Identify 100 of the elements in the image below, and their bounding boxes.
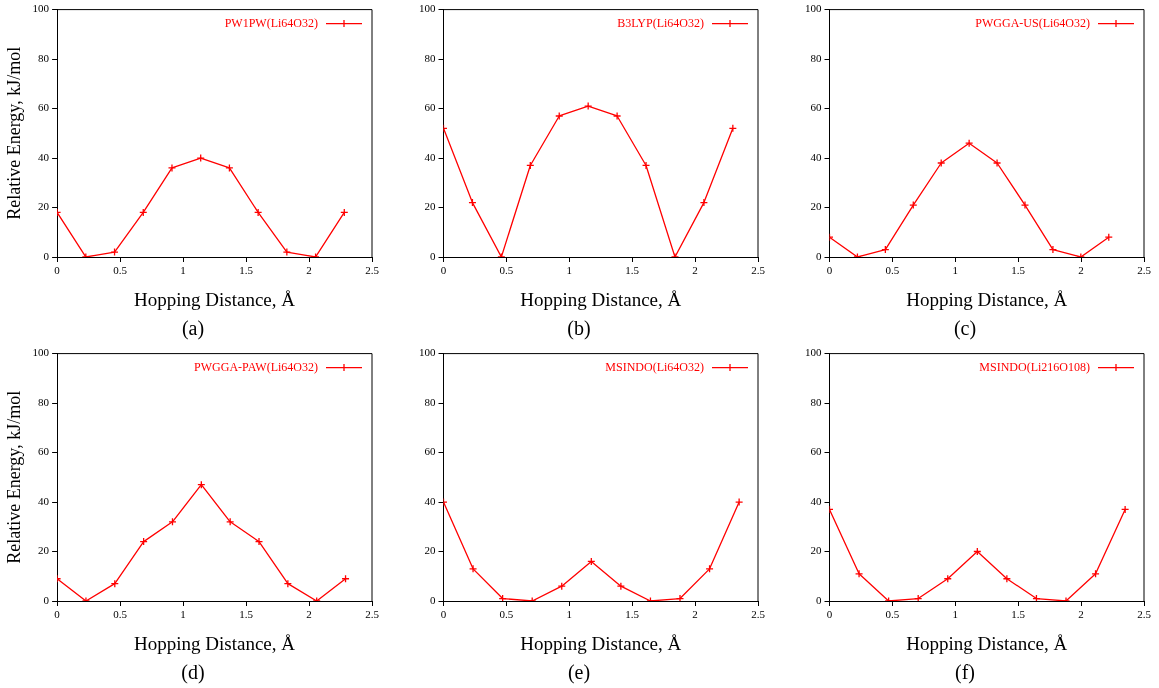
point [555,111,564,121]
x-tick-label: 1.5 [1011,264,1026,277]
x-tick-label: 0.5 [113,608,128,621]
point [675,594,685,601]
x-tick-label: 2 [306,264,312,277]
x-tick-label: 1.5 [239,608,254,621]
y-tick-label: 100 [419,346,436,359]
point [641,161,651,170]
x-tick-label: 1 [952,608,959,621]
y-tick-label: 40 [810,150,822,163]
y-tick-label: 40 [38,150,50,163]
text: (d) [180,660,206,684]
legend-label: PWGGA-US(Li64O32) [975,15,1090,30]
legend-label: PW1PW(Li64O32) [224,15,319,30]
legend-label: MSINDO(Li64O32) [605,359,705,374]
x-axis-title: Hopping Distance, Å [906,632,1068,654]
x-tick-label: 2 [1078,608,1084,621]
x-tick-label: 0.5 [885,264,900,277]
y-tick-label: 60 [810,101,822,114]
y-tick-label: 0 [816,249,822,262]
point [612,111,622,121]
y-tick-label: 80 [810,395,822,408]
y-tick-label: 40 [38,494,50,507]
x-tick-label: 2 [306,608,312,621]
y-tick-label: 80 [424,395,436,408]
x-tick-label: 0 [440,608,447,621]
y-tick-label: 100 [419,2,436,15]
x-tick-label: 1.5 [625,608,640,621]
y-tick-label: 80 [38,51,50,64]
point [1048,245,1058,254]
y-tick-label: 100 [805,2,822,15]
y-tick-label: 80 [424,51,436,64]
x-tick-label: 2.5 [1137,264,1152,277]
x-axis-title: Hopping Distance, Å [906,288,1068,310]
y-tick-label: 100 [32,2,50,15]
y-tick-label: 0 [430,249,436,262]
y-tick-label: 40 [810,494,822,507]
legend-label: B3LYP(Li64O32) [617,15,704,30]
x-tick-label: 1 [566,264,573,277]
y-axis-title: Relative Energy, kJ/mol [3,390,24,564]
y-tick-label: 20 [424,200,436,213]
y-tick-label: 20 [38,544,50,557]
point [1020,200,1030,210]
y-tick-label: 20 [38,200,50,213]
point [964,139,974,148]
x-axis-title: Hopping Distance, Å [520,632,682,654]
x-axis-title: Hopping Distance, Å [134,288,296,310]
y-tick-label: 40 [424,150,436,163]
point [992,158,1002,168]
x-tick-label: 2.5 [751,264,766,277]
text: (f) [954,660,976,684]
x-axis-title: Hopping Distance, Å [520,288,682,310]
legend-label: MSINDO(Li216O108) [979,359,1091,374]
x-tick-label: 2 [1078,264,1084,277]
text: (b) [566,316,592,340]
y-tick-label: 60 [38,101,50,114]
x-tick-label: 0.5 [885,608,900,621]
point [196,153,205,163]
x-tick-label: 2 [692,264,698,277]
x-tick-label: 0.5 [499,264,514,277]
point [584,101,593,111]
x-tick-label: 1 [952,264,959,277]
point [282,247,291,257]
x-tick-label: 0 [54,264,61,277]
point [909,200,918,210]
point [468,564,478,573]
y-tick-label: 40 [424,494,436,507]
x-tick-label: 2.5 [1137,608,1152,621]
legend-label: PWGGA-PAW(Li64O32) [194,359,318,374]
x-tick-label: 2.5 [365,608,380,621]
x-tick-label: 0.5 [113,264,128,277]
text: (e) [566,660,592,684]
y-tick-label: 60 [38,445,50,458]
y-tick-label: 60 [424,445,436,458]
x-tick-label: 0 [826,264,833,277]
y-tick-label: 20 [810,200,822,213]
y-tick-label: 0 [816,593,822,606]
x-tick-label: 1.5 [1011,608,1026,621]
text: (a) [180,316,206,340]
y-tick-label: 80 [810,51,822,64]
y-tick-label: 0 [43,249,50,262]
point [734,497,744,507]
y-tick-label: 20 [810,544,822,557]
point [253,208,263,217]
y-tick-label: 60 [810,445,822,458]
text: (c) [952,316,978,340]
x-tick-label: 0 [440,264,447,277]
point [937,158,946,168]
x-tick-label: 2.5 [751,608,766,621]
x-tick-label: 0.5 [499,608,514,621]
y-tick-label: 100 [32,346,50,359]
point [167,163,177,173]
point [699,198,709,207]
x-axis-title: Hopping Distance, Å [134,632,296,654]
x-tick-label: 2.5 [365,264,380,277]
y-tick-label: 100 [805,346,822,359]
x-tick-label: 1 [180,264,186,277]
y-tick-label: 0 [430,593,436,606]
point [225,163,234,173]
y-tick-label: 20 [424,544,436,557]
